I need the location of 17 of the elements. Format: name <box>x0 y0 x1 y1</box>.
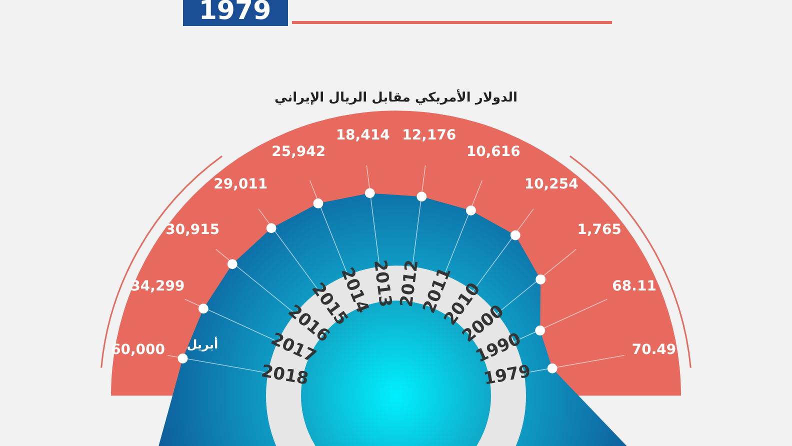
data-label: 34,299 <box>130 278 185 294</box>
data-label: 1,765 <box>577 222 622 238</box>
data-label: 18,414 <box>336 127 390 144</box>
data-label: 25,942 <box>272 144 326 160</box>
category-label: 2013 <box>369 258 396 308</box>
category-label: 2012 <box>396 258 423 308</box>
data-label: 30,915 <box>166 222 220 238</box>
data-label: 10,254 <box>524 176 579 192</box>
data-label: 68.11 <box>612 278 656 294</box>
category-label: 2018 <box>260 361 310 390</box>
data-label: 12,176 <box>402 127 456 144</box>
text: 1979 <box>482 361 532 390</box>
data-label: 70.49 <box>632 342 676 358</box>
text: الدولار الأمريكي مقابل الريال الإيراني <box>274 88 518 106</box>
data-label: 29,011 <box>214 176 268 192</box>
data-label: 10,616 <box>466 144 520 160</box>
text: أبريل <box>186 336 218 352</box>
